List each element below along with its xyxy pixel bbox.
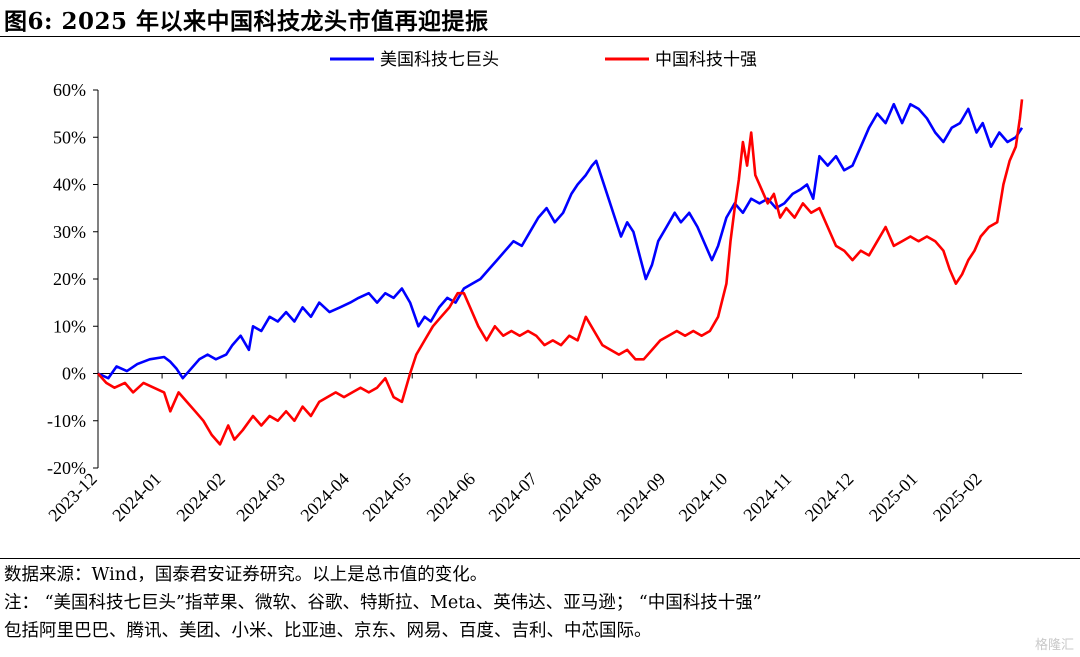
footnote-line-2: 包括阿里巴巴、腾讯、美团、小米、比亚迪、京东、网易、百度、吉利、中芯国际。 bbox=[4, 621, 652, 641]
x-tick-label: 2024-07 bbox=[485, 469, 542, 526]
y-tick-label: 20% bbox=[53, 269, 86, 289]
y-tick-label: -10% bbox=[47, 411, 86, 431]
notes-divider bbox=[0, 558, 1080, 559]
series-line-2 bbox=[97, 99, 1024, 446]
x-tick-label: 2024-05 bbox=[358, 469, 415, 526]
x-tick-label: 2024-08 bbox=[549, 469, 606, 526]
source-note: 数据来源：Wind，国泰君安证券研究。以上是总市值的变化。 bbox=[4, 565, 488, 585]
x-tick-label: 2025-01 bbox=[865, 469, 922, 526]
y-tick-label: 0% bbox=[62, 364, 86, 384]
chart-title: 图6: 2025 年以来中国科技龙头市值再迎提振 bbox=[4, 8, 489, 35]
line-chart: -20%-10%0%10%20%30%40%50%60%2023-12 2024-… bbox=[44, 50, 1024, 526]
y-tick-label: 50% bbox=[53, 127, 86, 147]
y-tick-label: -20% bbox=[47, 458, 86, 478]
x-tick-label: 2024-02 bbox=[172, 469, 229, 526]
y-tick-label: 10% bbox=[53, 316, 86, 336]
x-tick-label: 2024-03 bbox=[232, 469, 289, 526]
y-tick-label: 60% bbox=[53, 80, 86, 100]
x-tick-label: 2025-02 bbox=[929, 469, 986, 526]
y-tick-label: 40% bbox=[53, 175, 86, 195]
series-line-1 bbox=[97, 102, 1024, 380]
x-tick-label: 2024-11 bbox=[739, 469, 795, 525]
y-tick-label: 30% bbox=[53, 222, 86, 242]
x-tick-label: 2024-10 bbox=[675, 469, 732, 526]
x-tick-label: 2024-01 bbox=[108, 469, 165, 526]
legend-label-1: 美国科技七巨头 bbox=[380, 50, 499, 70]
legend-label-2: 中国科技十强 bbox=[655, 50, 757, 70]
x-tick-label: 2024-06 bbox=[423, 469, 480, 526]
x-tick-label: 2024-09 bbox=[613, 469, 670, 526]
footnote-line-1: 注： “美国科技七巨头”指苹果、微软、谷歌、特斯拉、Meta、英伟达、亚马逊； … bbox=[4, 593, 762, 613]
x-tick-label: 2024-04 bbox=[296, 469, 353, 526]
title-divider bbox=[0, 36, 1080, 37]
x-tick-label: 2024-12 bbox=[801, 469, 858, 526]
watermark-logo: 格隆汇 bbox=[1034, 638, 1074, 653]
